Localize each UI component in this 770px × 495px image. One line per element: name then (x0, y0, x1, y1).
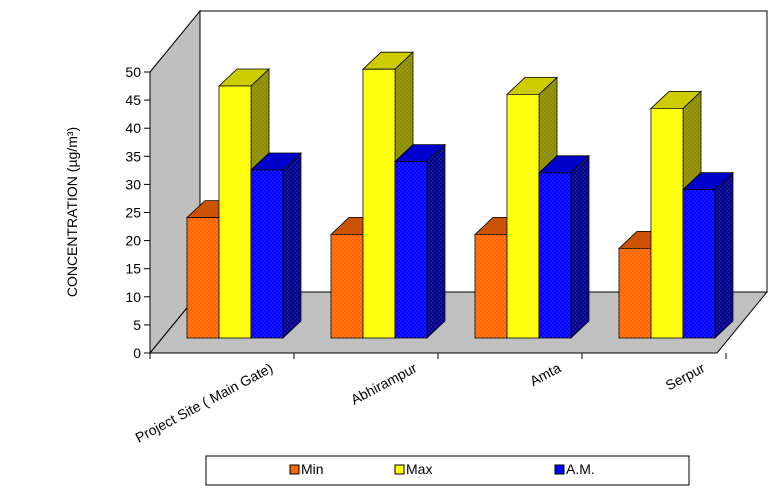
legend-swatch (554, 464, 565, 475)
legend-label: Max (406, 461, 432, 477)
x-category-label: Amta (527, 359, 564, 389)
legend: Min Max A.M. (205, 455, 690, 486)
y-tick-label: 40 (125, 120, 141, 136)
legend-swatch (289, 464, 300, 475)
x-category-label: Serpur (663, 359, 708, 393)
y-axis: 0 5 10 15 20 25 30 35 40 45 50 (125, 64, 151, 361)
chart-walls (148, 9, 769, 355)
y-tick-label: 35 (125, 148, 141, 164)
bars (185, 51, 735, 339)
bar-am (393, 143, 447, 339)
bar-am (537, 154, 591, 339)
y-tick-label: 15 (125, 261, 141, 277)
bar-max (505, 76, 559, 339)
y-axis-title: CONCENTRATION (µg/m³) (64, 127, 80, 297)
x-category-label: Abhirampur (348, 359, 420, 407)
y-tick-label: 10 (125, 289, 141, 305)
y-tick-label: 30 (125, 176, 141, 192)
legend-swatch (394, 464, 405, 475)
legend-box (205, 455, 690, 486)
y-tick-label: 0 (133, 345, 141, 361)
floor (148, 291, 769, 354)
bar-am (249, 152, 303, 339)
x-category-label: Project Site ( Main Gate) (133, 360, 276, 446)
legend-label: A.M. (566, 461, 595, 477)
legend-label: Min (301, 461, 324, 477)
y-tick-label: 5 (133, 317, 141, 333)
y-tick-label: 50 (125, 64, 141, 80)
y-tick-label: 45 (125, 92, 141, 108)
y-tick-label: 25 (125, 205, 141, 221)
bar-am (681, 171, 735, 339)
x-axis: Project Site ( Main Gate) Abhirampur Amta S… (133, 353, 727, 446)
y-tick-label: 20 (125, 233, 141, 249)
